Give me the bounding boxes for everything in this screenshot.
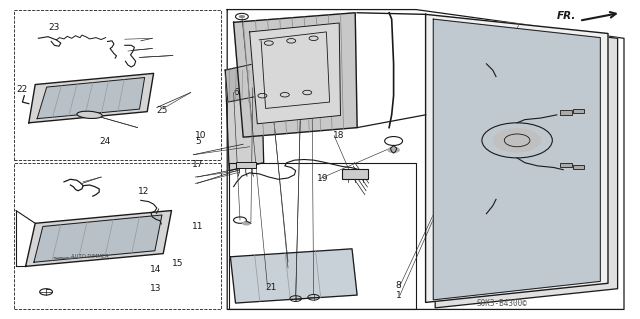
Polygon shape [37,78,145,119]
Text: 19: 19 [317,174,328,183]
Polygon shape [433,19,600,300]
Bar [560,163,572,167]
Text: 2: 2 [268,55,273,63]
Text: AUTO DIMMER: AUTO DIMMER [71,254,108,259]
Circle shape [239,15,245,18]
Bar [236,162,256,168]
Polygon shape [29,73,154,123]
Text: 6: 6 [234,88,239,97]
Text: 10: 10 [195,131,207,140]
Text: 22: 22 [16,85,28,94]
Bar [573,109,584,113]
Polygon shape [26,211,172,266]
Polygon shape [225,62,261,102]
Circle shape [493,128,541,152]
Bar [573,165,584,169]
Text: 21: 21 [266,283,277,292]
Polygon shape [234,13,357,137]
Text: 3: 3 [302,45,308,54]
Text: 11: 11 [192,222,204,231]
Text: FR.: FR. [557,11,576,21]
Text: 23: 23 [48,23,60,32]
Ellipse shape [77,111,102,118]
Polygon shape [435,19,618,308]
Polygon shape [225,62,264,171]
Polygon shape [34,215,162,262]
Polygon shape [426,14,608,302]
Bar [342,169,368,179]
Circle shape [387,147,400,153]
Text: 8: 8 [396,281,401,290]
Text: 17: 17 [192,160,204,169]
Text: 18: 18 [333,131,344,140]
Text: S0K3-B4300©: S0K3-B4300© [477,299,527,308]
Bar [560,110,572,115]
Text: 9: 9 [268,48,273,57]
Text: 12: 12 [138,187,149,196]
Polygon shape [250,23,340,124]
Text: 24: 24 [99,137,111,146]
Circle shape [242,221,251,226]
Polygon shape [230,249,357,303]
Text: 1: 1 [396,291,401,300]
Text: 15: 15 [172,259,183,268]
Text: 25: 25 [157,106,168,115]
Text: 13: 13 [150,284,162,293]
Text: 4: 4 [302,39,308,48]
Text: 14: 14 [150,265,162,274]
Text: 16: 16 [312,45,323,54]
Text: 5: 5 [195,137,201,146]
Text: 7: 7 [253,83,259,92]
